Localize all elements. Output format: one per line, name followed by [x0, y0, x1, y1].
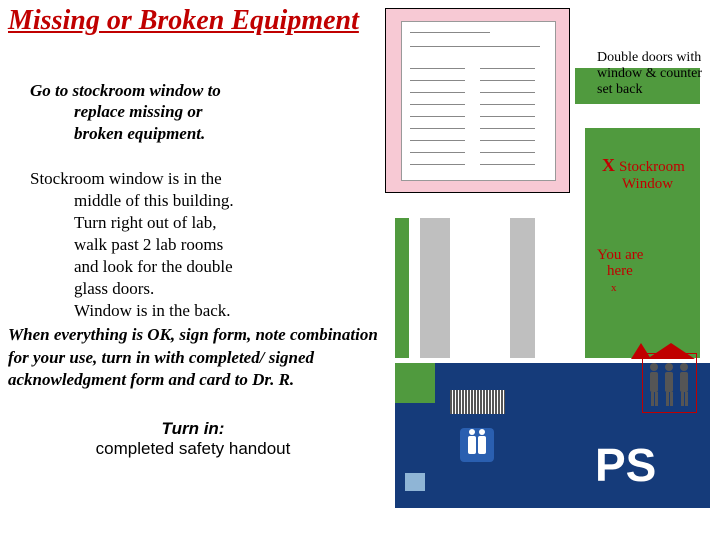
text-line: replace missing or [30, 101, 378, 122]
text-line: Stockroom [619, 159, 685, 175]
text-line: middle of this building. [30, 190, 378, 212]
barcode-icon [450, 390, 505, 414]
turn-in-item: completed safety handout [8, 439, 378, 459]
text-line: Window is in the back. [30, 300, 378, 322]
label-stockroom-window: XStockroom Window [602, 156, 712, 192]
label-you-are-here: You are here x [597, 248, 687, 295]
instruction-directions: Stockroom window is in the middle of thi… [8, 168, 378, 323]
x-marker: x [597, 282, 617, 294]
map-block-blue [405, 473, 425, 491]
map-block [395, 363, 435, 403]
ps-label: PS [595, 438, 656, 492]
text-line: and look for the double [30, 256, 378, 278]
map-block-grey [510, 218, 535, 358]
map-block [395, 218, 409, 358]
right-graphic-area: PS Double doors with window & coun [385, 8, 715, 533]
text-line: Go to stockroom window to [30, 80, 378, 101]
x-marker: X [602, 155, 615, 175]
text-line: broken equipment. [30, 123, 378, 144]
text-line: walk past 2 lab rooms [30, 234, 378, 256]
people-icon [642, 353, 697, 413]
text-line: here [597, 263, 633, 279]
map-block-grey [420, 218, 450, 358]
text-line: Stockroom window is in the [30, 168, 378, 190]
text-line: Window [602, 176, 673, 192]
form-image [385, 8, 570, 193]
text-line: Turn right out of lab, [30, 212, 378, 234]
left-column: Go to stockroom window to replace missin… [8, 80, 378, 459]
text-line: You are [597, 247, 643, 263]
restroom-icon [460, 428, 494, 462]
label-double-doors: Double doors with window & counter set b… [597, 50, 702, 98]
form-inner [401, 21, 556, 181]
instruction-sign-form: When everything is OK, sign form, note c… [8, 324, 378, 390]
instruction-go-to-stockroom: Go to stockroom window to replace missin… [8, 80, 378, 144]
turn-in-heading: Turn in: [8, 419, 378, 439]
turn-in-block: Turn in: completed safety handout [8, 419, 378, 459]
text-line: glass doors. [30, 278, 378, 300]
